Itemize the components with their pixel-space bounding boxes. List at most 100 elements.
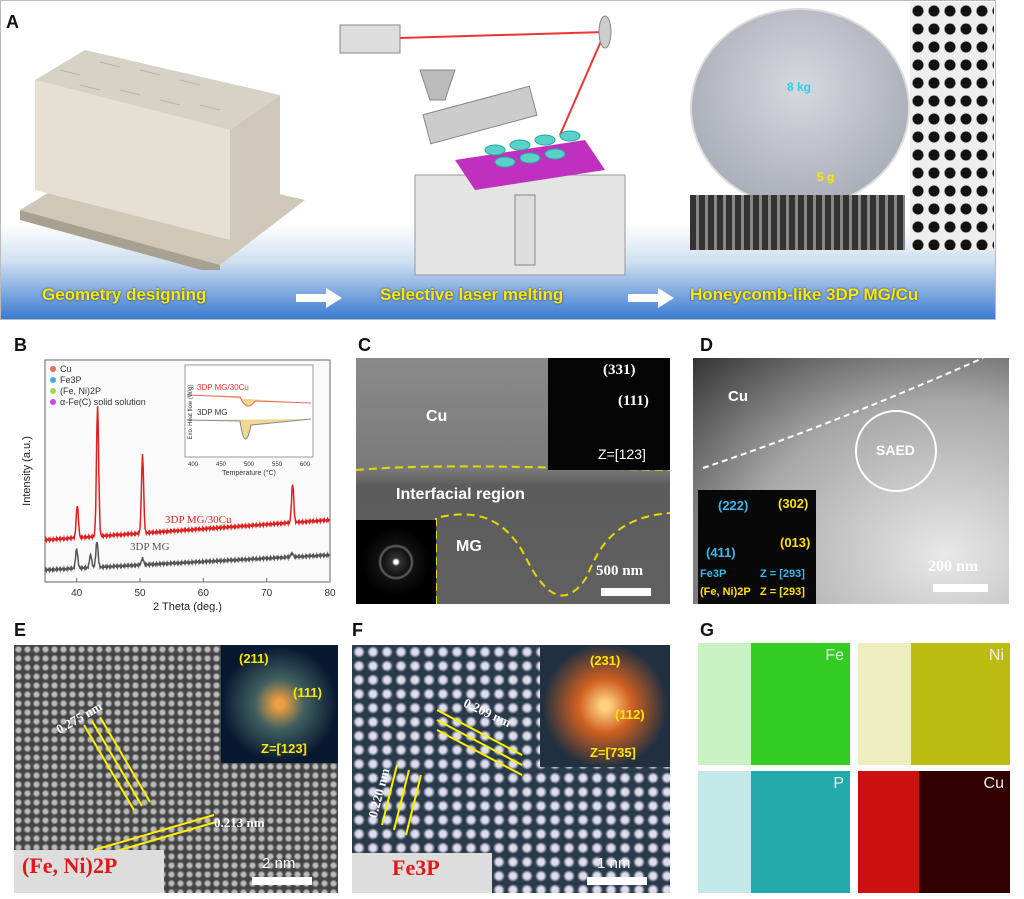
x-tick-label: 80 — [324, 588, 336, 599]
xrd-chart: 40 50 60 70 80 2 Theta (deg.) Intensity (a.u.)… — [21, 359, 336, 612]
inset-tick: 550 — [272, 462, 283, 468]
hrtem-image-f: 0.209 nm 0.220 nm (231) (112) Z=[735] Fe… — [352, 645, 670, 893]
fft-inset-e: (211) (111) Z=[123] — [221, 645, 338, 763]
scale-bar — [601, 588, 651, 596]
scale-bar-label: 2 nm — [262, 855, 296, 872]
phase-label: Fe3P — [392, 855, 440, 880]
inset-tick: 450 — [216, 462, 227, 468]
fft-inset-f: (231) (112) Z=[735] — [540, 645, 670, 767]
series-line — [44, 541, 331, 574]
legend-entry: α-Fe(C) solid solution — [60, 397, 146, 407]
honeycomb-model-image — [20, 50, 305, 270]
scale-bar — [252, 877, 312, 885]
panel-label-d: D — [700, 335, 713, 355]
inset-xlabel: Temperature (°C) — [222, 469, 276, 477]
arrow-right-icon — [628, 288, 674, 308]
scale-bar-label: 500 nm — [596, 563, 644, 579]
x-tick-label: 40 — [71, 588, 83, 599]
series-line — [44, 406, 331, 544]
inset-series-label: 3DP MG — [197, 408, 228, 417]
spot-111: (111) — [293, 685, 322, 700]
panel-label-a: A — [6, 12, 19, 32]
panel-label-g: G — [700, 620, 715, 640]
spot-331: (331) — [603, 362, 636, 378]
legend-entry: Cu — [60, 364, 72, 374]
series-label: 3DP MG — [130, 541, 170, 553]
cu-label: Cu — [426, 408, 448, 425]
panel-label-b: B — [14, 335, 27, 355]
dsc-inset — [184, 364, 314, 458]
spot-013: (013) — [780, 535, 811, 550]
hrtem-image-e: 0.275 nm 0.213 nm (211) (111) Z=[123] (F… — [14, 645, 338, 893]
zone-fe3p: Z = [293] — [760, 568, 805, 580]
inset-tick: 400 — [188, 462, 199, 468]
zone-axis: Z=[123] — [261, 741, 307, 756]
legend-marker — [50, 377, 56, 383]
panel-a: A 8 kg 5 g Geometry designing Selective … — [0, 0, 996, 320]
load-test-photo: 8 kg 5 g — [690, 8, 910, 208]
interface-label: Interfacial region — [396, 486, 525, 503]
mg-label: MG — [456, 538, 482, 555]
phase-label: (Fe, Ni)2P — [22, 853, 118, 878]
x-tick-label: 60 — [198, 588, 210, 599]
scale-bar-label: 200 nm — [928, 558, 979, 575]
step-geometry-designing: Geometry designing — [42, 285, 207, 304]
panel-label-f: F — [352, 620, 363, 640]
element-label: Cu — [983, 775, 1004, 792]
saed-inset-mg — [356, 520, 436, 604]
zone-axis: Z=[123] — [598, 446, 646, 462]
element-label: P — [833, 775, 844, 792]
element-label: Ni — [988, 647, 1004, 664]
step-selective-laser-melting: Selective laser melting — [380, 285, 564, 304]
eds-map-p: P — [698, 771, 850, 893]
phase-fe3p: Fe3P — [700, 568, 727, 580]
scale-bar — [587, 877, 647, 885]
scale-bar — [933, 584, 988, 592]
x-tick-label: 70 — [261, 588, 273, 599]
step-honeycomb-3dp: Honeycomb-like 3DP MG/Cu — [690, 285, 919, 304]
scale-bar-label: 1 nm — [597, 855, 631, 872]
dsc-curve — [186, 418, 312, 440]
phase-feni2p: (Fe, Ni)2P — [700, 586, 751, 598]
legend-marker — [50, 399, 56, 405]
dsc-curve — [186, 394, 312, 407]
cu-label: Cu — [728, 388, 748, 405]
spot-211: (211) — [239, 651, 269, 666]
saed-label: SAED — [876, 442, 915, 458]
eds-map-fe: Fe — [698, 643, 850, 765]
eds-map-cu: Cu — [858, 771, 1010, 893]
inset-ylabel: Exo. Heat flow (W/g) — [188, 384, 194, 439]
d-spacing-2: 0.213 nm — [214, 815, 265, 830]
inset-series-label: 3DP MG/30Cu — [197, 383, 249, 392]
legend-entry: Fe3P — [60, 375, 82, 385]
saed-inset-cu: (331) (111) Z=[123] — [548, 358, 670, 470]
zone-axis: Z=[735] — [590, 745, 636, 760]
spot-231: (231) — [590, 653, 621, 668]
y-axis-label: Intensity (a.u.) — [21, 436, 33, 506]
zone-feni2p: Z = [293] — [760, 586, 805, 598]
tem-image-d: Cu SAED (222) (302) (411) (013) Fe3P Z =… — [693, 358, 1009, 604]
panel-label-e: E — [14, 620, 27, 640]
spot-222: (222) — [718, 498, 749, 513]
slm-schematic-image — [339, 15, 626, 276]
series-label: 3DP MG/30Cu — [165, 514, 232, 526]
x-axis-label: 2 Theta (deg.) — [153, 601, 222, 612]
saed-inset-d: (222) (302) (411) (013) Fe3P Z = [293] (… — [698, 490, 816, 604]
spot-411: (411) — [706, 545, 736, 560]
x-tick-label: 50 — [134, 588, 146, 599]
element-label: Fe — [825, 647, 844, 664]
tem-image-c: Cu Interfacial region MG (331) (111) Z=[… — [356, 358, 670, 604]
honeycomb-closeup-image — [910, 2, 994, 250]
load-top-label: 8 kg — [787, 80, 812, 94]
panel-label-c: C — [358, 335, 371, 355]
load-bottom-label: 5 g — [817, 170, 835, 184]
inset-tick: 500 — [244, 462, 255, 468]
eds-map-ni: Ni — [858, 643, 1010, 765]
arrow-right-icon — [296, 288, 342, 308]
inset-tick: 600 — [300, 462, 311, 468]
legend-marker — [50, 366, 56, 372]
legend-entry: (Fe, Ni)2P — [60, 386, 101, 396]
eds-maps: Fe Ni P Cu — [698, 643, 1010, 895]
spot-302: (302) — [778, 496, 809, 511]
spot-111: (111) — [618, 393, 649, 409]
